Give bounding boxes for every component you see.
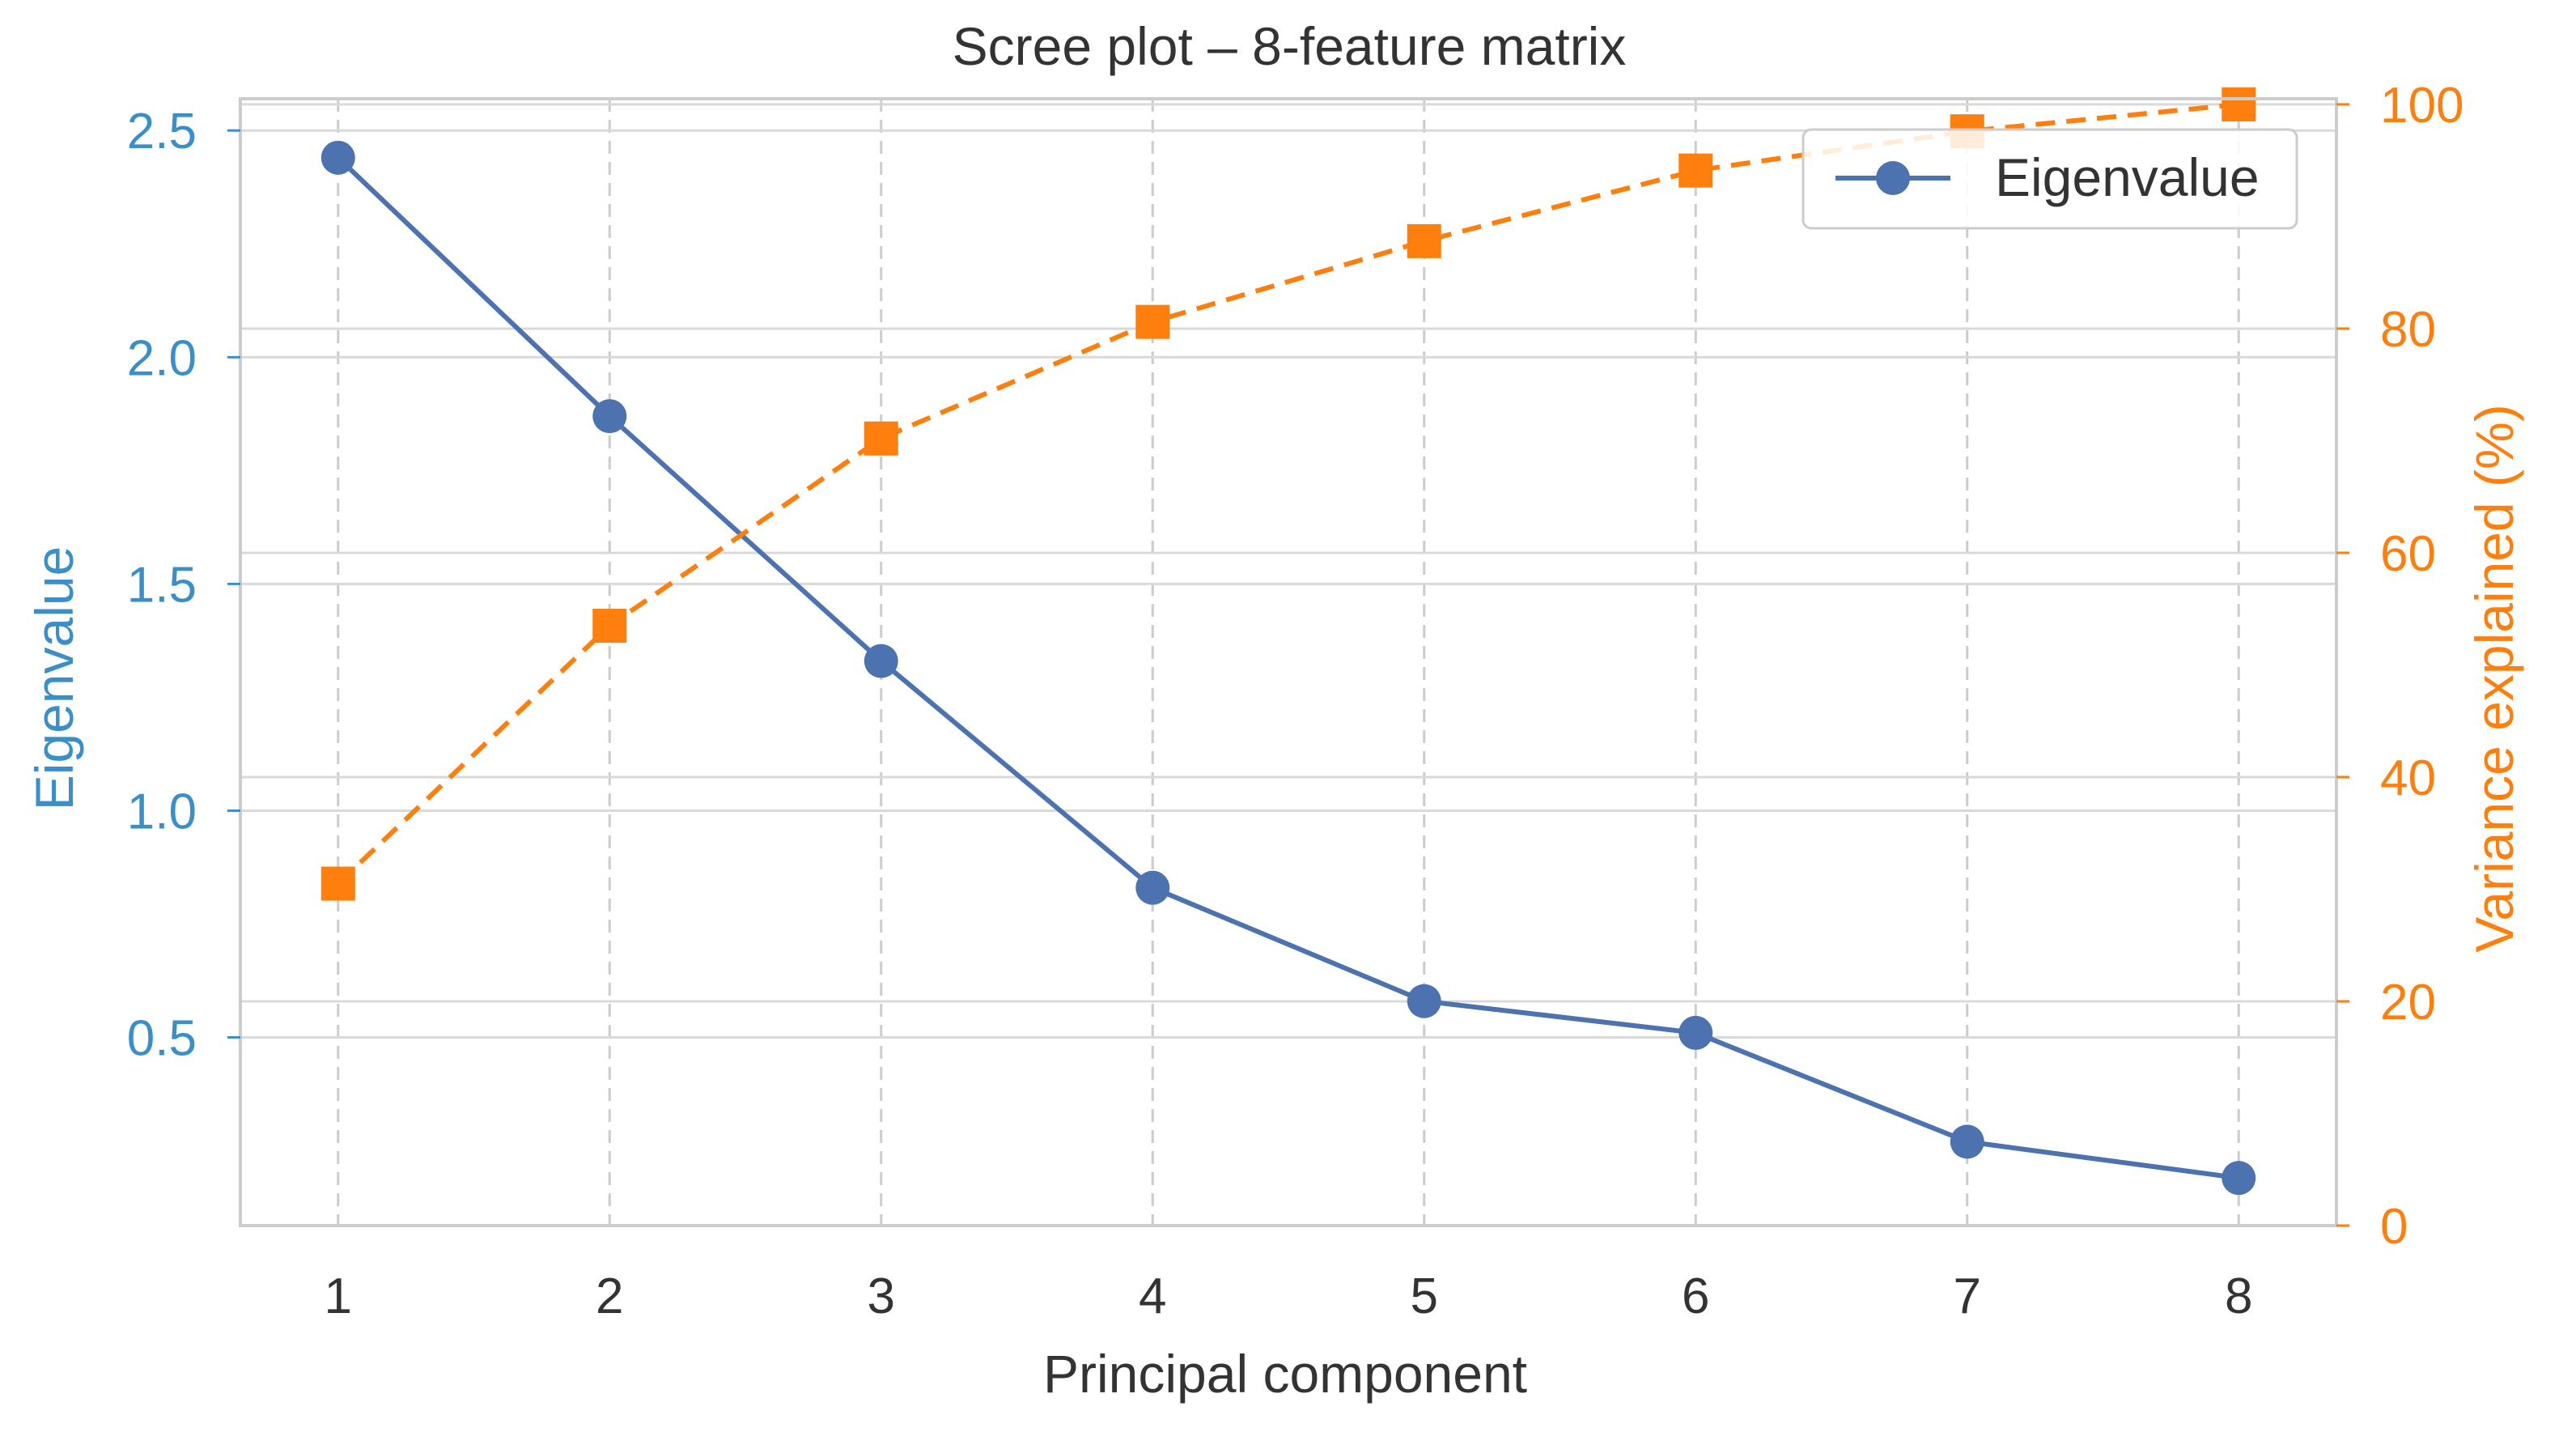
chart-title: Scree plot – 8-feature matrix [953, 16, 1627, 76]
legend-entry-eigenvalue: Eigenvalue [1995, 147, 2260, 207]
legend: Eigenvalue [1802, 128, 2298, 230]
x-tick-label: 4 [1139, 1268, 1166, 1324]
variance-explained-point-2 [592, 608, 627, 643]
right-y-tick-label: 20 [2380, 975, 2436, 1030]
left-y-axis-label: Eigenvalue [24, 546, 84, 811]
x-axis-label: Principal component [1043, 1344, 1527, 1404]
legend-marker-swatch [1876, 161, 1910, 195]
plot-frame [239, 97, 2338, 1227]
left-y-tick-label: 2.5 [127, 104, 197, 159]
left-y-tick-label: 1.5 [127, 557, 197, 613]
legend-box [1802, 128, 2298, 230]
left-y-tick-label: 0.5 [127, 1011, 197, 1067]
left-y-tick-label: 1.0 [127, 784, 197, 839]
eigenvalue-point-6 [1678, 1015, 1713, 1050]
x-tick-label: 2 [596, 1268, 623, 1324]
eigenvalue-series-line [336, 155, 2239, 1181]
eigenvalue-point-5 [1407, 984, 1441, 1018]
right-y-tick-label: 100 [2380, 78, 2464, 134]
x-tick-label: 5 [1411, 1268, 1438, 1324]
variance-explained-point-6 [1678, 153, 1713, 188]
x-tick-label: 3 [868, 1268, 895, 1324]
right-y-axis-label: Variance explained (%) [2464, 404, 2524, 952]
eigenvalue-point-7 [1950, 1124, 1984, 1159]
x-tick-label: 7 [1953, 1268, 1980, 1324]
eigenvalue-point-8 [2222, 1161, 2256, 1196]
variance-explained-point-5 [1407, 223, 1441, 258]
variance-explained-point-8 [2222, 87, 2256, 121]
x-tick-label: 1 [325, 1268, 352, 1324]
left-y-tick-label: 2.0 [127, 330, 197, 386]
right-y-tick-label: 40 [2380, 750, 2436, 806]
right-y-tick-label: 0 [2380, 1199, 2408, 1255]
eigenvalue-point-2 [592, 399, 627, 434]
eigenvalue-point-4 [1135, 870, 1170, 905]
eigenvalue-point-3 [864, 644, 898, 678]
right-y-tick-label: 80 [2380, 302, 2436, 358]
variance-explained-point-3 [864, 421, 898, 456]
right-y-tick-label: 60 [2380, 526, 2436, 582]
variance-explained-point-1 [320, 866, 355, 901]
x-tick-label: 6 [1682, 1268, 1709, 1324]
eigenvalue-point-1 [320, 140, 355, 175]
x-tick-label: 8 [2225, 1268, 2252, 1324]
axes-layer: 1 2 3 4 5 6 7 8 0.5 1.0 1.5 2.0 2.5 0 20 40 60 80 100 [127, 78, 2464, 1324]
variance-explained-point-4 [1135, 304, 1170, 339]
